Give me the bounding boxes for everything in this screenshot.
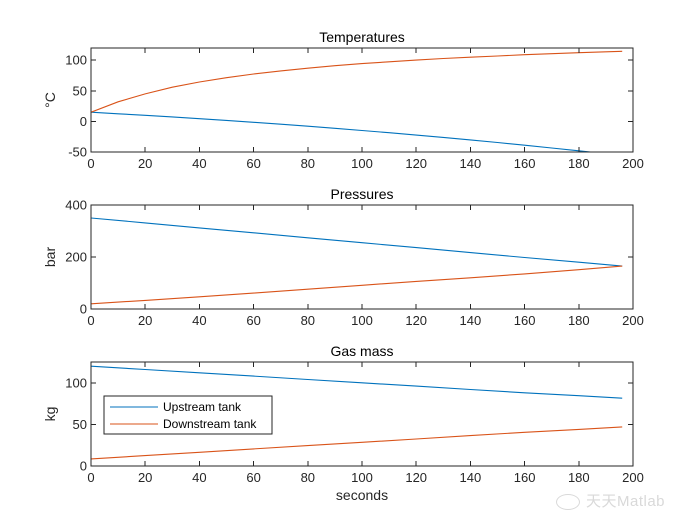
y-tick-label: -50: [68, 145, 87, 160]
x-tick-label: 40: [192, 156, 206, 171]
y-tick-label: 0: [80, 459, 87, 474]
x-axis-label: seconds: [336, 487, 388, 503]
x-tick-label: 160: [514, 313, 536, 328]
y-axis-label: kg: [42, 407, 58, 422]
y-tick-label: 100: [65, 375, 87, 390]
x-tick-label: 20: [138, 313, 152, 328]
x-tick-label: 40: [192, 313, 206, 328]
x-tick-label: 40: [192, 470, 206, 485]
x-tick-label: 120: [405, 470, 427, 485]
legend-label: Upstream tank: [163, 400, 242, 414]
subplot-1: 0 20 40 60 80 100 120 140 160 180 200-50050100Temp…: [42, 29, 644, 171]
y-tick-label: 100: [65, 53, 87, 68]
x-tick-label: 200: [622, 313, 644, 328]
x-tick-label: 60: [246, 156, 260, 171]
wechat-icon: [556, 494, 580, 511]
subplot-title: Gas mass: [330, 343, 393, 359]
subplot-2: 0 20 40 60 80 100 120 140 160 180 200 0 200 400 Pressu…: [42, 186, 644, 328]
subplot-title: Pressures: [330, 186, 393, 202]
y-tick-label: 200: [65, 250, 87, 265]
x-tick-label: 200: [622, 156, 644, 171]
y-tick-label: 50: [73, 417, 87, 432]
x-tick-label: 140: [460, 313, 482, 328]
x-tick-label: 120: [405, 313, 427, 328]
x-tick-label: 180: [568, 313, 590, 328]
x-tick-label: 80: [301, 313, 315, 328]
x-tick-label: 80: [301, 156, 315, 171]
y-tick-label: 400: [65, 198, 87, 213]
series-line-upstream-tank: [91, 111, 596, 152]
x-tick-label: 100: [351, 156, 373, 171]
subplot-title: Temperatures: [319, 29, 405, 45]
x-tick-label: 180: [568, 156, 590, 171]
x-tick-label: 20: [138, 470, 152, 485]
subplot-3: 0 20 40 60 80 100 120 140 160 180 200 0 50 100 Gas mas…: [42, 343, 644, 503]
x-tick-label: 80: [301, 470, 315, 485]
y-tick-label: 0: [80, 302, 87, 317]
x-tick-label: 0: [87, 313, 94, 328]
series-line-downstream-tank: [91, 50, 623, 113]
legend-box: [103, 395, 273, 435]
x-tick-label: 180: [568, 470, 590, 485]
y-axis-label: bar: [42, 247, 58, 268]
x-tick-label: 200: [622, 470, 644, 485]
x-tick-label: 100: [351, 313, 373, 328]
x-tick-label: 0: [87, 470, 94, 485]
x-tick-label: 20: [138, 156, 152, 171]
watermark: 天天Matlab: [556, 490, 665, 511]
watermark-text: 天天Matlab: [586, 493, 666, 510]
y-axis-label: °C: [42, 92, 58, 108]
x-tick-label: 160: [514, 156, 536, 171]
y-tick-label: 0: [80, 114, 87, 129]
x-tick-label: 60: [246, 313, 260, 328]
y-tick-label: 50: [73, 83, 87, 98]
x-tick-label: 160: [514, 470, 536, 485]
legend-label: Downstream tank: [163, 417, 257, 431]
x-tick-label: 120: [405, 156, 427, 171]
series-line-upstream-tank: [91, 217, 623, 267]
series-line-downstream-tank: [91, 265, 623, 305]
x-tick-label: 140: [460, 470, 482, 485]
series-line-upstream-tank: [91, 365, 623, 399]
series-line-downstream-tank: [91, 426, 623, 460]
x-tick-label: 0: [87, 156, 94, 171]
axes-box: [90, 204, 634, 310]
x-tick-label: 100: [351, 470, 373, 485]
legend: Upstream tank Downstream tank: [103, 395, 273, 435]
x-tick-label: 60: [246, 470, 260, 485]
x-tick-label: 140: [460, 156, 482, 171]
